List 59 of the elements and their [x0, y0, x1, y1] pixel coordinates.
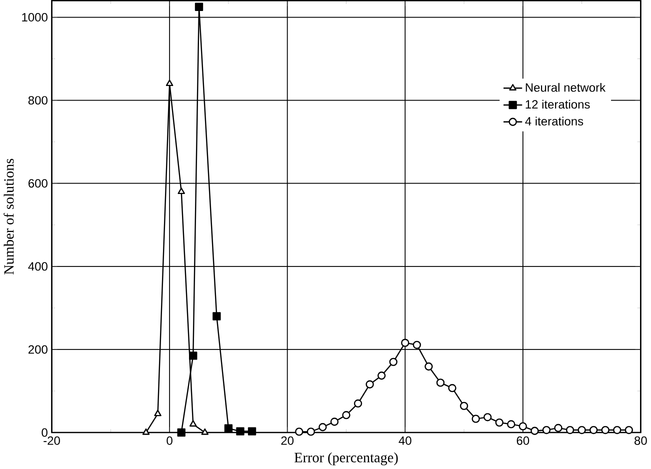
x-tick-label: -20 — [44, 436, 60, 445]
point — [460, 402, 468, 410]
point — [601, 426, 610, 434]
y-tick-label: 800 — [28, 96, 48, 105]
x-tick-label: 80 — [634, 436, 647, 445]
point — [578, 426, 586, 434]
point — [190, 420, 197, 427]
point — [177, 428, 186, 437]
point — [189, 352, 198, 360]
point — [448, 384, 456, 392]
point — [248, 427, 256, 436]
point — [354, 399, 362, 408]
point — [613, 426, 622, 434]
point — [212, 312, 221, 320]
point — [178, 188, 185, 194]
point — [530, 426, 539, 435]
point — [495, 418, 504, 427]
x-axis-title: Error (percentage) — [294, 452, 398, 466]
point — [306, 428, 315, 436]
legend-label: 4 iterations — [525, 116, 584, 126]
point — [472, 414, 480, 423]
y-tick-label: 200 — [28, 345, 48, 354]
x-tick-label: 20 — [281, 436, 294, 445]
point — [424, 362, 433, 371]
point — [507, 420, 516, 428]
point — [377, 372, 386, 380]
point — [624, 426, 634, 434]
point — [389, 358, 398, 366]
point — [318, 423, 327, 432]
x-tick-label: 0 — [166, 436, 172, 445]
point — [401, 338, 410, 347]
point — [342, 411, 350, 420]
point — [142, 428, 150, 435]
legend-label: Neural network — [526, 83, 606, 92]
point — [554, 424, 562, 432]
point — [166, 80, 174, 86]
point — [224, 424, 233, 433]
point — [412, 340, 421, 350]
point — [236, 427, 244, 436]
point — [154, 410, 162, 416]
point — [330, 418, 339, 426]
point — [566, 426, 574, 434]
point — [194, 2, 204, 12]
point — [483, 413, 492, 422]
x-tick-label: 60 — [516, 436, 530, 445]
y-axis-title: Number of solutions — [4, 158, 14, 275]
legend-label: 12 iterations — [526, 100, 590, 109]
point — [201, 428, 209, 435]
y-tick-label: 1000 — [22, 13, 48, 22]
point — [542, 426, 551, 434]
point — [436, 378, 445, 387]
x-tick-label: 40 — [398, 436, 412, 445]
point — [518, 422, 528, 430]
y-tick-label: 400 — [28, 262, 48, 271]
y-tick-label: 0 — [42, 428, 48, 437]
y-tick-label: 600 — [28, 179, 48, 188]
point — [589, 426, 598, 434]
point — [295, 428, 304, 436]
point — [366, 380, 374, 388]
